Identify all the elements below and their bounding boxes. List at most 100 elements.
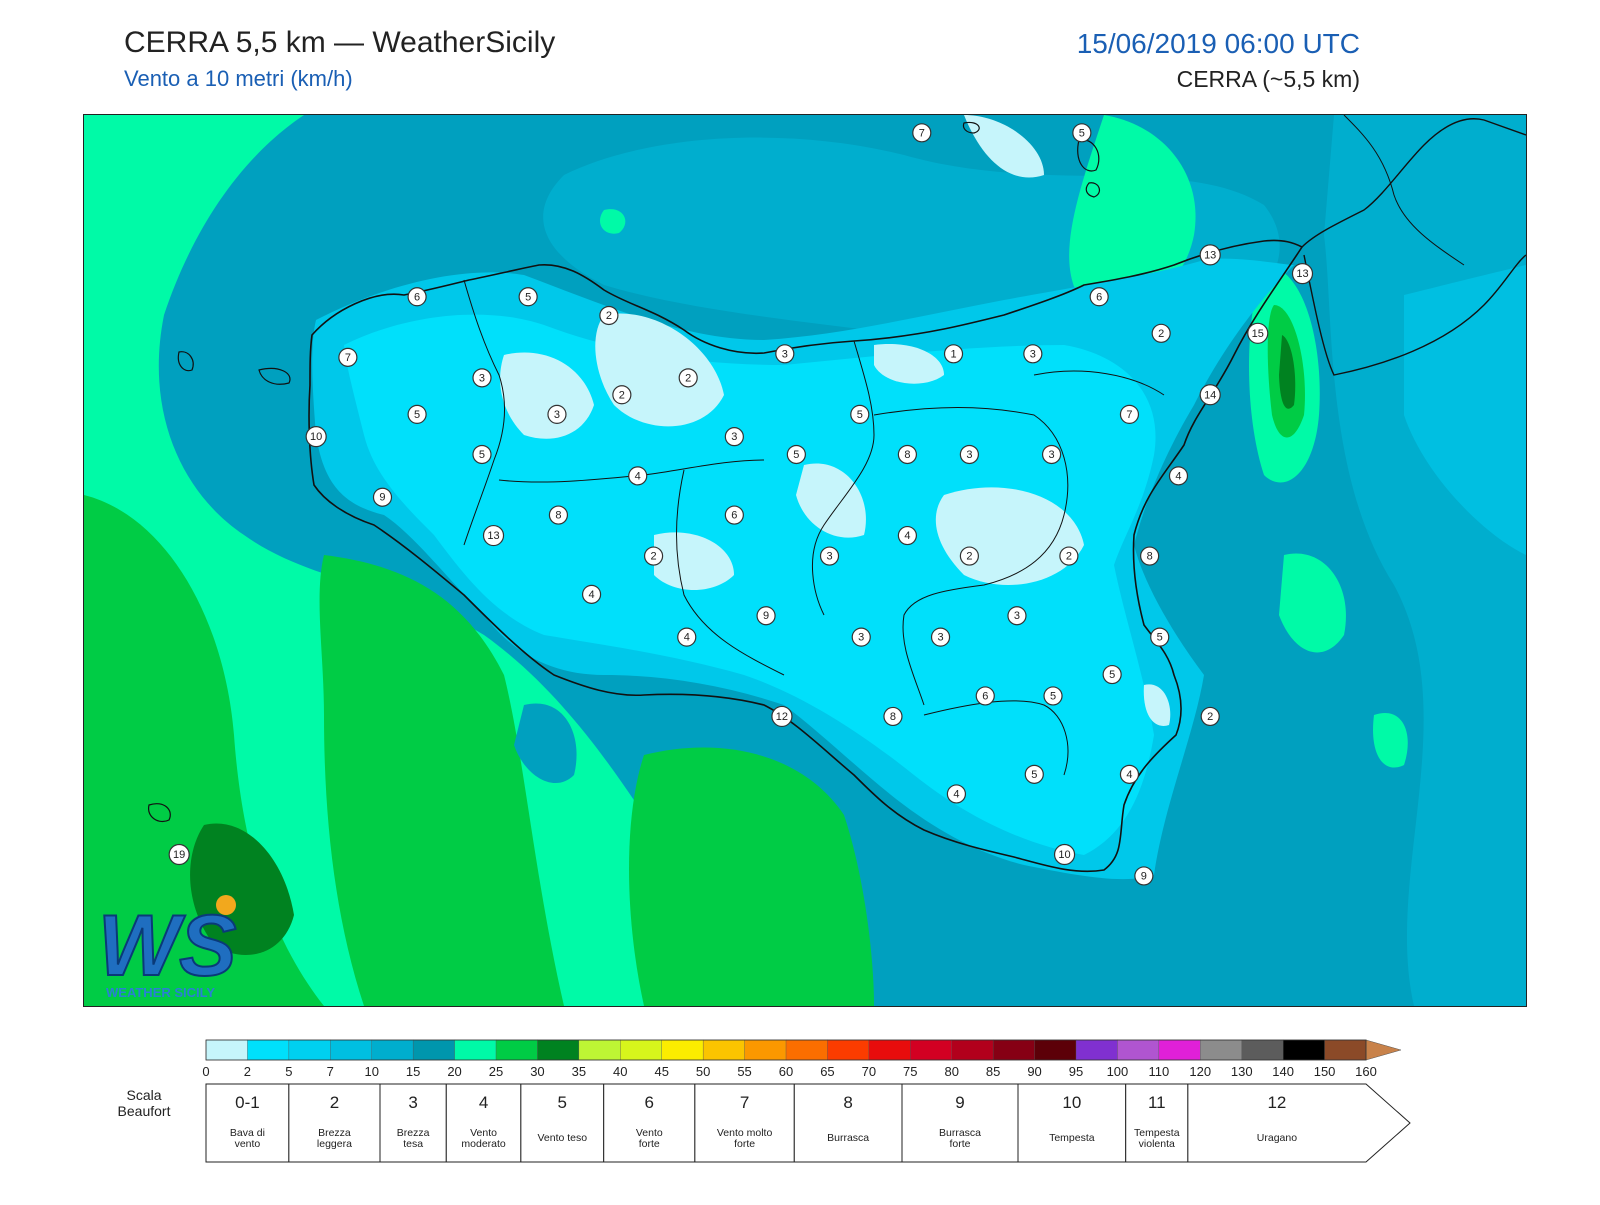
beaufort-label-line2: moderato [461,1138,506,1150]
station-value: 7 [1126,409,1132,421]
station-circle [548,505,569,525]
colorbar-bin [330,1039,373,1061]
station-circle [372,487,393,507]
station-marker: 2 [1151,323,1171,343]
station-marker: 3 [472,368,492,388]
station-value: 5 [857,409,863,421]
colorbar-tick-label: 85 [986,1064,1000,1079]
logo-mark: WS [98,898,237,994]
station-value: 19 [173,849,185,861]
beaufort-number: 2 [330,1093,339,1112]
station-value: 5 [479,449,485,461]
beaufort-class: 5 Vento teso [520,1083,605,1163]
beaufort-number: 6 [645,1093,654,1112]
province-boundary-en-ct [873,407,1069,706]
station-marker: 4 [1119,764,1140,784]
calm-area-7 [1143,684,1171,726]
station-marker: 2 [599,305,619,326]
station-value: 2 [1158,328,1164,340]
station-value: 8 [555,510,561,522]
station-circle [1053,843,1076,866]
station-value: 2 [619,389,625,401]
station-value: 4 [635,470,641,482]
station-marker: 3 [851,627,871,647]
station-circle [1168,466,1189,486]
calabria-coastline [1301,118,1526,248]
station-marker: 10 [305,426,327,448]
station-circle [756,606,776,626]
station-marker: 4 [677,627,697,647]
station-circle [472,444,492,465]
station-marker: 14 [1199,384,1221,406]
colorbar-bin [620,1039,663,1061]
station-value: 3 [731,431,737,443]
calabria-inland-boundary [1343,115,1465,266]
province-boundary-ag-cl [676,469,785,676]
colorbar-bin [247,1039,290,1061]
beaufort-label-line2: forte [734,1138,755,1150]
station-value: 5 [1079,127,1085,139]
colorbar-tick-label: 120 [1189,1064,1211,1079]
station-value: 2 [966,551,972,563]
island-pantelleria [147,803,171,823]
beaufort-box [694,1083,795,1163]
station-marker: 4 [1168,466,1189,486]
station-circle [724,427,744,447]
station-circle [1007,606,1027,626]
station-value: 4 [1175,470,1181,482]
beaufort-number: 10 [1062,1093,1081,1112]
station-circle [1140,546,1160,566]
province-boundary-pa-me [811,340,875,616]
station-circle [724,505,744,525]
colorbar-tick-label: 70 [862,1064,876,1079]
station-circle [1247,322,1269,344]
station-value: 3 [1014,610,1020,622]
colorbar-tick-label: 7 [327,1064,334,1079]
colorbar-bin [495,1039,539,1061]
station-value: 9 [1141,870,1147,882]
colorbar-bin [1282,1039,1326,1061]
beaufort-label: Vento teso [537,1132,587,1144]
station-value: 9 [763,610,769,622]
station-marker: 3 [1007,606,1027,626]
station-marker: 5 [472,444,492,465]
station-circle [897,525,917,546]
station-value: 6 [1096,291,1102,303]
station-value: 6 [731,510,737,522]
station-marker: 3 [547,404,567,424]
tyrrhenian-patch [599,209,626,234]
station-marker: 3 [930,627,951,647]
island-vulcano [1085,182,1101,198]
colorbar-tick-label: 65 [820,1064,834,1079]
station-value: 8 [890,711,896,723]
station-value: 2 [1207,711,1213,723]
station-marker: 19 [168,843,190,866]
province-boundary-tp-pa [463,279,505,546]
colorbar-tick-label: 15 [406,1064,420,1079]
calm-area-3 [796,463,866,538]
colorbar-bin [205,1039,249,1061]
legend-canvas: 0 2 5 7 10 15 20 25 30 35 40 45 50 55 60 65 70 75 80 85 90 95… [118,1039,1411,1163]
colorbar-tick-label: 10 [364,1064,378,1079]
station-circle [472,368,492,388]
colorbar-tick-label: 20 [447,1064,461,1079]
station-marker: 4 [628,466,648,486]
colorbar-tick-label: 5 [285,1064,292,1079]
station-marker: 5 [518,287,538,307]
station-marker: 2 [643,546,664,566]
beaufort-number: 3 [408,1093,417,1112]
beaufort-box [603,1083,696,1163]
colorbar-tick-label: 60 [779,1064,793,1079]
map-title: CERRA 5,5 km — WeatherSicily [124,26,556,59]
beaufort-label-line2: violenta [1139,1138,1175,1150]
station-marker: 13 [1291,262,1314,285]
station-value: 6 [414,291,420,303]
station-marker: 3 [775,344,795,364]
station-value: 2 [606,310,612,322]
station-value: 5 [1157,632,1163,644]
calm-area-aeolian [964,115,1044,178]
colorbar-tick-label: 130 [1231,1064,1253,1079]
beaufort-box [445,1083,522,1163]
